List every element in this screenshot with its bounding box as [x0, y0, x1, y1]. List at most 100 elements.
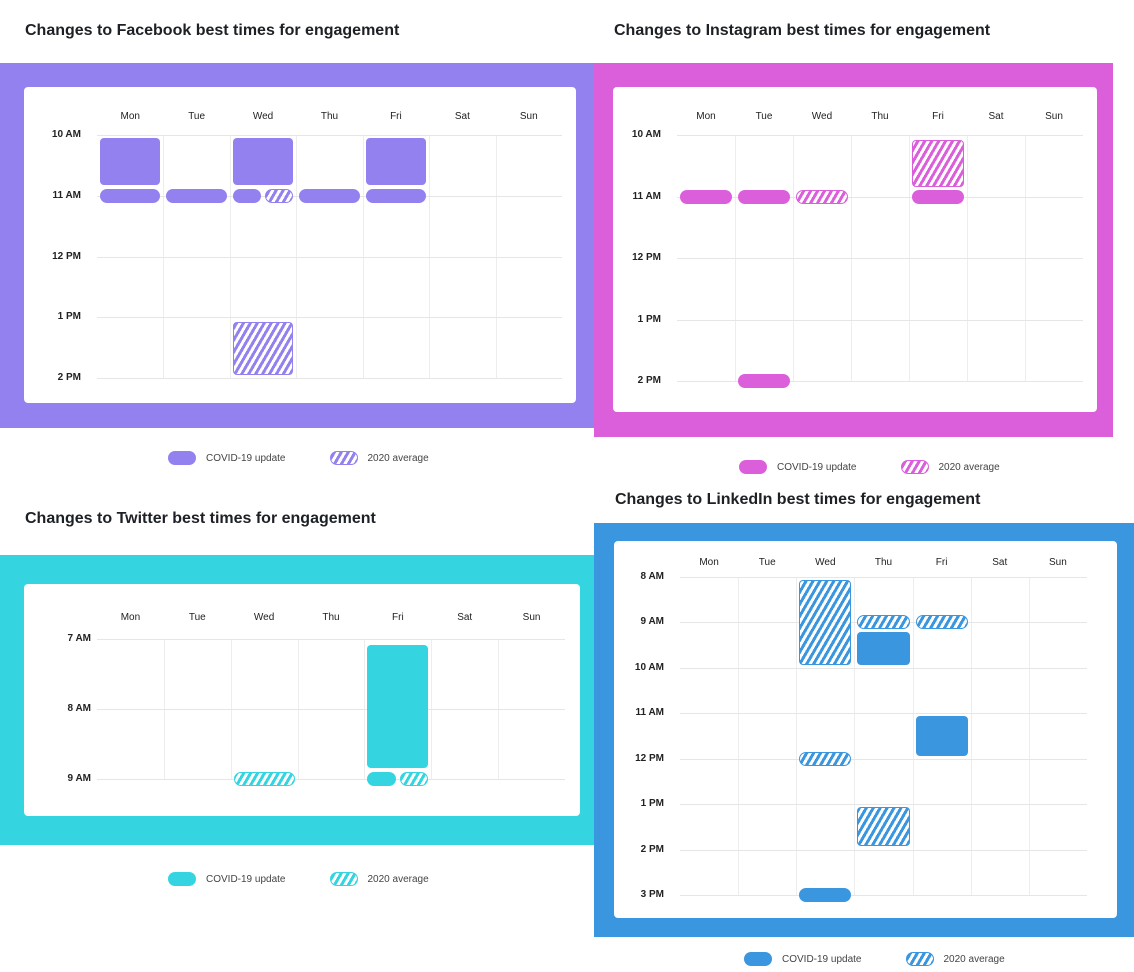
- time-label: 10 AM: [51, 129, 81, 140]
- average-2020-swatch-icon: [329, 872, 358, 886]
- day-label: Tue: [188, 612, 206, 623]
- average-2020-pill: [233, 772, 295, 786]
- grid-hour-line: [677, 381, 1083, 382]
- average-2020-pill: [265, 188, 294, 203]
- grid-column-line: [970, 577, 972, 895]
- average-2020-block: [857, 807, 910, 847]
- covid-update-swatch-icon: [168, 451, 196, 465]
- day-label: Thu: [871, 111, 889, 122]
- covid-update-pill: [367, 772, 396, 786]
- time-label: 8 AM: [67, 703, 91, 714]
- instagram-chart-panel: Changes to Instagram best times for enga…: [594, 0, 1134, 480]
- legend-label: 2020 average: [938, 461, 1000, 473]
- time-label: 11 AM: [635, 707, 664, 719]
- time-label: 1 PM: [637, 313, 661, 325]
- legend: COVID-19 update 2020 average: [739, 460, 1044, 474]
- twitter-chart-panel: Changes to Twitter best times for engage…: [0, 480, 594, 908]
- legend-item-covid-update: COVID-19 update: [168, 451, 286, 465]
- time-label: 7 AM: [67, 633, 91, 644]
- time-label: 12 PM: [632, 252, 661, 263]
- grid-hour-line: [680, 804, 1087, 806]
- time-label: 11 AM: [632, 190, 661, 202]
- grid-column-line: [1028, 577, 1030, 895]
- time-label: 2 PM: [637, 375, 661, 386]
- average-2020-pill: [799, 751, 852, 766]
- time-label: 9 AM: [67, 773, 91, 784]
- covid-update-pill: [738, 374, 790, 388]
- grid-hour-line: [680, 713, 1087, 715]
- covid-update-block: [365, 138, 427, 185]
- chart-card: 10 AM 11 AM 12 PM 1 PM 2 PM Mon Tue Wed Thu Fri Sa…: [613, 87, 1097, 412]
- legend-label: COVID-19 update: [206, 873, 286, 885]
- time-label: 11 AM: [52, 189, 81, 201]
- grid-hour-line: [677, 258, 1083, 259]
- chart-title: Changes to Twitter best times for engage…: [25, 510, 376, 527]
- legend-item-average-2020: 2020 average: [900, 460, 1000, 474]
- grid-hour-line: [677, 196, 1083, 198]
- time-label: 9 AM: [640, 616, 664, 628]
- legend: COVID-19 update 2020 average: [744, 952, 1049, 966]
- covid-update-swatch-icon: [739, 460, 767, 474]
- grid-column-line: [854, 577, 856, 895]
- covid-update-pill: [232, 188, 262, 203]
- time-label: 3 PM: [640, 889, 664, 900]
- grid-hour-line: [97, 135, 562, 136]
- grid-hour-line: [97, 709, 565, 710]
- day-label: Mon: [120, 111, 140, 122]
- time-label: 1 PM: [640, 798, 664, 810]
- average-2020-block: [232, 322, 294, 375]
- covid-update-swatch-icon: [168, 872, 196, 886]
- grid-hour-line: [97, 639, 565, 640]
- day-label: Mon: [696, 111, 716, 122]
- average-2020-pill: [915, 615, 968, 630]
- covid-update-block: [100, 138, 161, 185]
- time-label: 2 PM: [640, 843, 664, 855]
- legend-item-covid-update: COVID-19 update: [168, 872, 286, 886]
- day-label: Sun: [522, 612, 541, 623]
- legend-item-covid-update: COVID-19 update: [739, 460, 857, 474]
- grid-hour-line: [97, 378, 562, 379]
- legend-item-average-2020: 2020 average: [329, 872, 429, 886]
- covid-update-pill: [365, 188, 427, 203]
- day-label: Fri: [935, 557, 948, 568]
- day-label: Tue: [758, 557, 776, 568]
- legend-label: 2020 average: [943, 953, 1005, 965]
- grid-hour-line: [677, 319, 1083, 321]
- legend-label: 2020 average: [367, 452, 429, 464]
- day-label: Thu: [322, 612, 340, 623]
- covid-update-block: [367, 644, 429, 769]
- chart-card: 7 AM 8 AM 9 AM Mon Tue Wed Thu Fri Sat Sun: [24, 584, 580, 816]
- grid-column-line: [912, 577, 914, 895]
- average-2020-block: [912, 139, 964, 188]
- legend-item-average-2020: 2020 average: [905, 952, 1005, 966]
- day-label: Fri: [390, 111, 402, 122]
- time-label: 12 PM: [52, 250, 81, 262]
- day-label: Thu: [320, 111, 339, 122]
- covid-update-swatch-icon: [744, 952, 772, 966]
- day-label: Thu: [874, 557, 893, 568]
- legend-label: 2020 average: [367, 873, 429, 885]
- covid-update-pill: [912, 189, 964, 204]
- average-2020-block: [799, 579, 852, 666]
- grid-hour-line: [97, 256, 562, 258]
- linkedin-chart-panel: Changes to LinkedIn best times for engag…: [594, 480, 1134, 972]
- legend-label: COVID-19 update: [206, 452, 286, 464]
- legend-item-covid-update: COVID-19 update: [744, 952, 862, 966]
- grid-hour-line: [97, 317, 562, 319]
- chart-title: Changes to Instagram best times for enga…: [614, 22, 991, 39]
- average-2020-pill: [796, 189, 848, 204]
- day-label: Wed: [811, 111, 833, 122]
- covid-update-pill: [100, 188, 161, 203]
- time-label: 10 AM: [634, 661, 664, 673]
- average-2020-pill: [399, 772, 429, 786]
- legend-label: COVID-19 update: [782, 953, 862, 965]
- grid-hour-line: [680, 849, 1087, 851]
- grid-column-line: [738, 577, 740, 895]
- chart-card: 10 AM 11 AM 12 PM 1 PM 2 PM Mon Tue Wed Thu Fri Sa…: [24, 87, 576, 403]
- grid-hour-line: [677, 135, 1083, 136]
- chart-title: Changes to Facebook best times for engag…: [25, 22, 400, 39]
- legend-item-average-2020: 2020 average: [329, 451, 429, 465]
- day-label: Sat: [992, 557, 1008, 568]
- grid-hour-line: [680, 758, 1087, 760]
- covid-update-pill: [299, 188, 360, 203]
